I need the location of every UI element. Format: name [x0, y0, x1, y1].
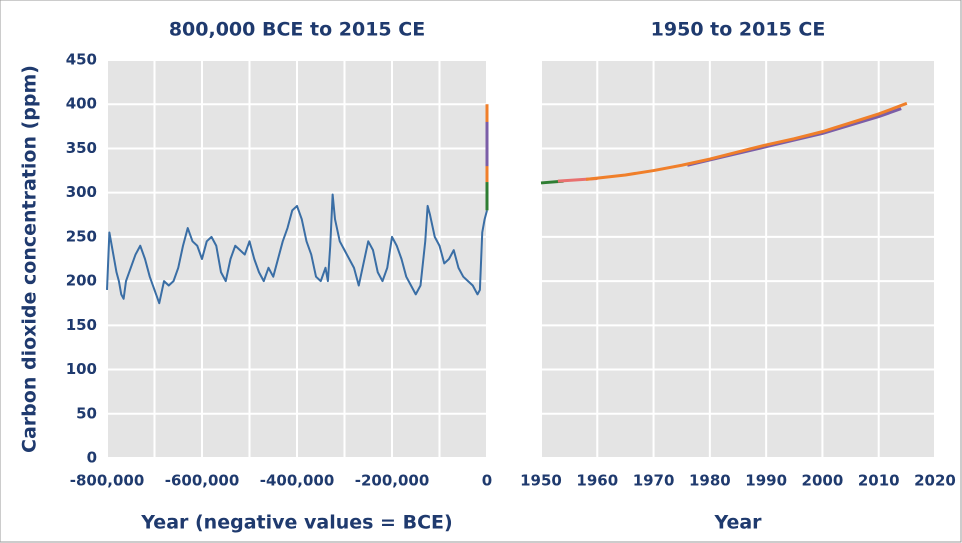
y-tick-label: 300 — [66, 183, 97, 201]
x-tick-label: 1960 — [576, 472, 618, 490]
y-tick-label: 200 — [66, 272, 97, 290]
x-tick-label: 2010 — [858, 472, 900, 490]
x-axis-label: Year (negative values = BCE) — [140, 512, 452, 534]
x-tick-label: 1990 — [745, 472, 787, 490]
data-line — [585, 101, 908, 181]
y-tick-label: 50 — [76, 404, 97, 422]
x-tick-label: 1980 — [689, 472, 731, 490]
y-tick-label: 150 — [66, 316, 97, 334]
plot-area — [541, 60, 935, 458]
x-tick-label: 1970 — [633, 472, 675, 490]
x-axis-label: Year — [713, 512, 762, 534]
data-line — [106, 193, 488, 305]
chart-title: 1950 to 2015 CE — [651, 19, 826, 41]
x-tick-label: 2020 — [914, 472, 956, 490]
x-tick-label: -600,000 — [165, 472, 240, 490]
chart-title: 800,000 BCE to 2015 CE — [169, 19, 425, 41]
x-tick-label: -200,000 — [355, 472, 430, 490]
x-tick-label: 0 — [482, 472, 492, 490]
x-tick-label: -400,000 — [260, 472, 335, 490]
y-tick-label: 350 — [66, 139, 97, 157]
y-axis-label: Carbon dioxide concentration (ppm) — [19, 65, 41, 453]
y-tick-label: 100 — [66, 360, 97, 378]
x-tick-label: 1950 — [520, 472, 562, 490]
y-tick-label: 250 — [66, 227, 97, 245]
y-tick-label: 0 — [87, 449, 97, 467]
x-tick-label: 2000 — [802, 472, 844, 490]
y-tick-label: 400 — [66, 95, 97, 113]
x-tick-label: -800,000 — [70, 472, 145, 490]
y-tick-label: 450 — [66, 51, 97, 69]
